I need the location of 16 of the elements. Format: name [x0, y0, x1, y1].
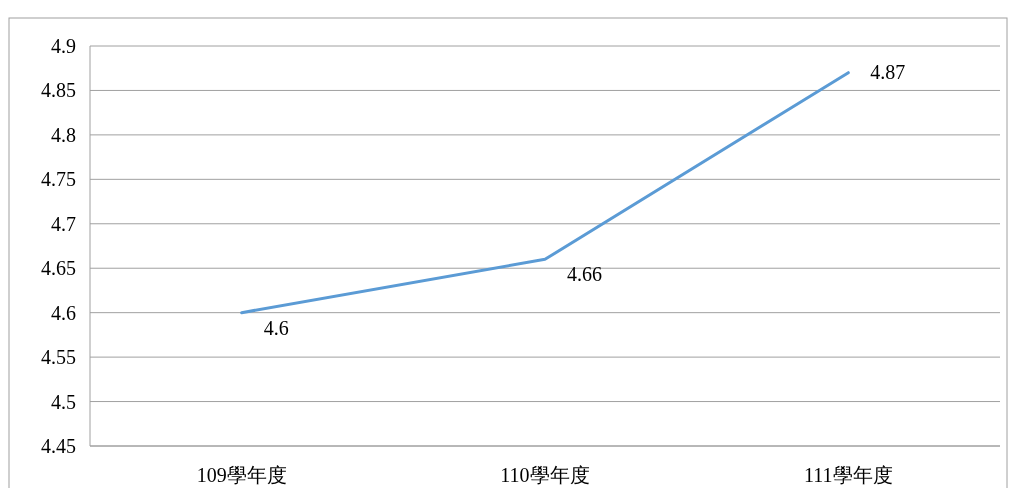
data-label: 4.6: [263, 316, 289, 339]
data-label: 4.66: [567, 263, 602, 286]
y-tick-label: 4.55: [41, 346, 76, 369]
y-tick-label: 4.5: [51, 390, 76, 413]
y-tick-label: 4.45: [41, 435, 76, 457]
x-tick-label: 109學年度: [196, 464, 287, 486]
y-tick-label: 4.8: [51, 123, 76, 146]
y-tick-label: 4.9: [51, 35, 76, 57]
x-tick-label: 110學年度: [500, 464, 590, 486]
x-tick-label: 111學年度: [804, 464, 893, 486]
y-tick-label: 4.85: [41, 79, 76, 102]
y-tick-label: 4.7: [51, 212, 76, 235]
y-tick-label: 4.65: [41, 257, 76, 280]
y-tick-label: 4.75: [41, 168, 76, 191]
y-tick-label: 4.6: [51, 301, 76, 324]
data-label: 4.87: [870, 60, 906, 83]
